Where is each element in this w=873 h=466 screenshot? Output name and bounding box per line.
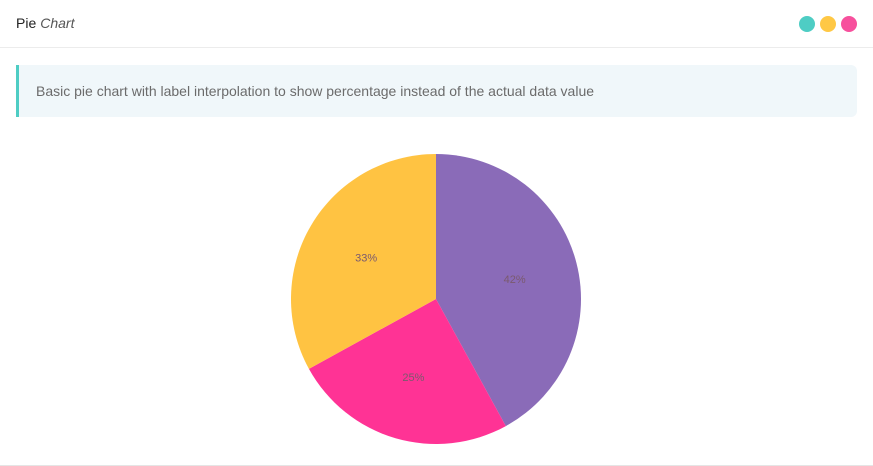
yellow-dot[interactable] [820, 16, 836, 32]
pie-slice[interactable] [436, 154, 581, 427]
pie-chart: 42% 25% 33% [291, 154, 581, 445]
window-dots [799, 16, 857, 32]
description-callout: Basic pie chart with label interpolation… [16, 65, 857, 117]
card-title-main: Pie [16, 15, 37, 31]
description-text: Basic pie chart with label interpolation… [36, 83, 595, 99]
pie-slice[interactable] [308, 299, 506, 445]
card-title-sub: Chart [40, 15, 75, 31]
slice-label: 33% [355, 253, 377, 265]
chart-area: 42% 25% 33% [0, 130, 873, 466]
pie-slice[interactable] [291, 154, 436, 369]
card-header: Pie Chart [0, 0, 873, 48]
teal-dot[interactable] [799, 16, 815, 32]
card-title: Pie Chart [16, 15, 74, 31]
slice-label: 42% [504, 274, 526, 286]
pink-dot[interactable] [841, 16, 857, 32]
slice-label: 25% [402, 372, 424, 384]
